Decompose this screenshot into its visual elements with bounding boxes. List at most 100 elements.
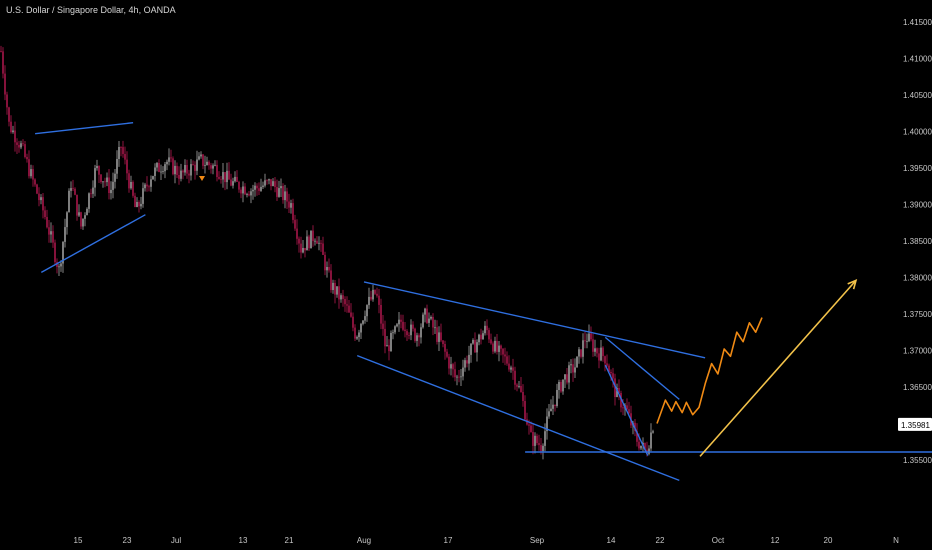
candle-body: [582, 340, 584, 357]
candle-body: [142, 188, 144, 204]
candle-body: [588, 333, 590, 342]
candle-body: [464, 360, 466, 368]
projection-wave[interactable]: [656, 317, 763, 424]
y-tick: 1.38500: [903, 237, 932, 246]
candle-body: [76, 194, 78, 216]
candle-body: [22, 143, 24, 145]
candle-body: [172, 158, 174, 175]
candle-body: [640, 445, 642, 449]
candle-body: [254, 185, 256, 190]
candle-body: [426, 308, 428, 323]
candle-body: [382, 323, 384, 329]
candle-body: [216, 164, 218, 177]
trendlines-layer: [35, 122, 932, 482]
candle-body: [174, 165, 176, 175]
candle-body: [88, 193, 90, 209]
trendline-4[interactable]: [356, 354, 680, 482]
candle-body: [590, 333, 592, 340]
candle-body: [150, 179, 152, 187]
candle-body: [82, 218, 84, 227]
candle-body: [480, 334, 482, 340]
candle-body: [424, 308, 426, 315]
candle-body: [236, 176, 238, 182]
candle-body: [92, 187, 94, 194]
x-tick: Oct: [712, 536, 725, 545]
candle-body: [474, 340, 476, 353]
x-tick-label: 14: [607, 536, 616, 545]
candle-body: [384, 328, 386, 347]
candle-body: [286, 191, 288, 202]
projection-layer: [656, 279, 858, 457]
candle-body: [524, 401, 526, 420]
candle-body: [68, 190, 70, 213]
y-tick: 1.40500: [903, 91, 932, 100]
candle-body: [644, 443, 646, 450]
candle-body: [392, 332, 394, 334]
candle-body: [520, 386, 522, 392]
candle-body: [396, 324, 398, 327]
candle-body: [200, 154, 202, 157]
trendline-6[interactable]: [604, 364, 649, 456]
trendline-1[interactable]: [35, 122, 134, 135]
candle-body: [350, 312, 352, 317]
trendline-2[interactable]: [40, 214, 146, 274]
candle-body: [352, 316, 354, 328]
y-tick-label: 1.35500: [903, 456, 932, 465]
candle-body: [126, 159, 128, 174]
candle-body: [110, 189, 112, 194]
x-tick: 12: [771, 536, 780, 545]
candle-body: [20, 143, 22, 148]
candle-body: [576, 356, 578, 368]
candle-body: [202, 154, 204, 166]
candle-body: [128, 173, 130, 189]
y-tick-label: 1.38000: [903, 274, 932, 283]
candle-body: [204, 165, 206, 166]
candle-body: [460, 376, 462, 378]
candle-body: [18, 144, 20, 148]
projection-arrow[interactable]: [699, 279, 857, 457]
candle-body: [32, 169, 34, 180]
candle-body: [296, 228, 298, 239]
y-tick: 1.40000: [903, 128, 932, 137]
candle-body: [358, 332, 360, 338]
x-tick-label: 13: [239, 536, 248, 545]
candle-body: [224, 172, 226, 183]
candle-body: [134, 195, 136, 207]
x-tick: 14: [607, 536, 616, 545]
candle-body: [614, 378, 616, 397]
candle-body: [282, 186, 284, 201]
candle-body: [244, 186, 246, 195]
x-tick-label: 21: [285, 536, 294, 545]
candle-body: [60, 263, 62, 267]
candle-body: [170, 157, 172, 159]
trendline-5[interactable]: [604, 336, 680, 400]
candle-body: [488, 330, 490, 340]
candle-body: [26, 157, 28, 160]
x-tick: Jul: [171, 536, 181, 545]
y-tick-label: 1.38500: [903, 237, 932, 246]
candle-body: [58, 266, 60, 268]
time-axis[interactable]: 15 23 Jul 13 21 Aug 17 Sep 14 22 Oct 12 20 N: [74, 536, 900, 545]
candle-body: [280, 186, 282, 189]
candle-body: [538, 443, 540, 446]
candle-body: [48, 227, 50, 235]
x-tick-label: Sep: [530, 536, 545, 545]
candle-body: [542, 445, 544, 452]
y-tick: 1.37500: [903, 310, 932, 319]
candle-body: [620, 393, 622, 408]
candle-body: [226, 170, 228, 183]
candle-body: [546, 416, 548, 432]
candle-body: [484, 325, 486, 334]
candle-body: [154, 167, 156, 176]
trendline-3[interactable]: [363, 281, 706, 359]
candle-body: [530, 425, 532, 432]
candle-body: [440, 332, 442, 341]
candle-body: [124, 154, 126, 160]
candle-body: [506, 356, 508, 364]
candle-body: [376, 293, 378, 296]
candle-body: [494, 340, 496, 352]
candle-body: [10, 121, 12, 133]
candle-body: [462, 367, 464, 377]
candle-body: [212, 165, 214, 169]
